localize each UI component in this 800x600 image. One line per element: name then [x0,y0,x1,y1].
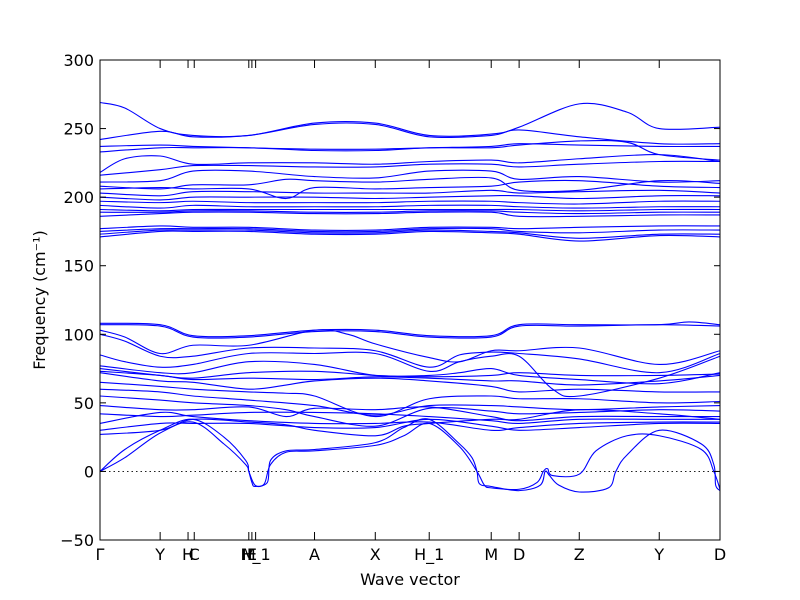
y-tick-label: 50 [74,394,94,413]
band-line-17 [99,225,721,231]
x-tick-label: A [309,545,320,564]
y-tick-label: 100 [63,325,94,344]
band-line-9 [99,179,721,200]
y-axis: −50 0 50 100 150 200 250 300 [60,51,720,550]
y-axis-title: Frequency (cm⁻¹) [30,230,49,369]
band-line-7 [99,169,721,183]
band-line-13 [99,204,721,209]
x-tick-label: D [714,545,726,564]
band-line-36 [99,418,721,431]
band-line-35 [99,411,721,432]
x-axis-title: Wave vector [360,570,460,589]
band-line-37 [99,409,721,437]
band-line-26 [99,360,721,385]
x-tick-label: Γ [96,545,105,564]
band-line-34 [99,411,720,424]
y-tick-label: 150 [63,257,94,276]
band-line-20 [99,230,721,242]
band-line-6 [99,160,721,176]
band-line-4 [99,139,721,161]
band-line-5 [99,154,721,173]
y-tick-label: 250 [63,120,94,139]
plot-frame [99,59,721,541]
band-line-27 [99,368,721,379]
band-line-18 [99,227,721,234]
y-tick-label: 0 [84,462,94,481]
band-line-23 [99,329,721,366]
band-line-19 [99,229,721,239]
band-line-24 [99,333,721,374]
band-line-10 [99,189,721,197]
band-line-14 [99,208,721,212]
band-line-3 [99,143,721,150]
x-tick-label: D [513,545,525,564]
y-tick-label: −50 [60,531,94,550]
x-tick-label: M [484,545,498,564]
band-line-16 [99,211,721,218]
band-line-30 [99,381,721,418]
x-tick-label: H_1 [414,545,444,565]
band-line-32 [99,395,721,427]
band-line-15 [99,210,721,215]
x-tick-label: X [370,545,381,564]
x-tick-label: Y [154,545,165,564]
band-line-33 [99,405,721,422]
x-tick-label: M [242,545,256,564]
band-line-22 [99,324,721,339]
band-lines [99,101,721,493]
x-tick-label: Y [653,545,664,564]
x-tick-label: Z [574,545,585,564]
x-axis: Γ Y HC MEH_1 A X H_1 M D Z Y D [96,60,726,565]
x-tick-label: H_1 [241,545,271,565]
band-line-1 [99,101,721,138]
band-line-38 [99,418,721,493]
x-tick-label: E [247,545,257,564]
band-line-21 [99,321,721,338]
band-line-39 [99,421,721,491]
band-line-11 [99,194,721,201]
x-tick-label: C [189,545,200,564]
y-tick-label: 200 [63,188,94,207]
band-line-8 [99,176,721,193]
y-tick-label: 300 [63,51,94,70]
band-line-2 [99,122,721,145]
band-line-25 [99,351,721,398]
band-line-29 [99,372,721,393]
x-tick-label: H [182,545,194,564]
band-line-28 [99,370,721,386]
band-line-12 [99,200,721,205]
